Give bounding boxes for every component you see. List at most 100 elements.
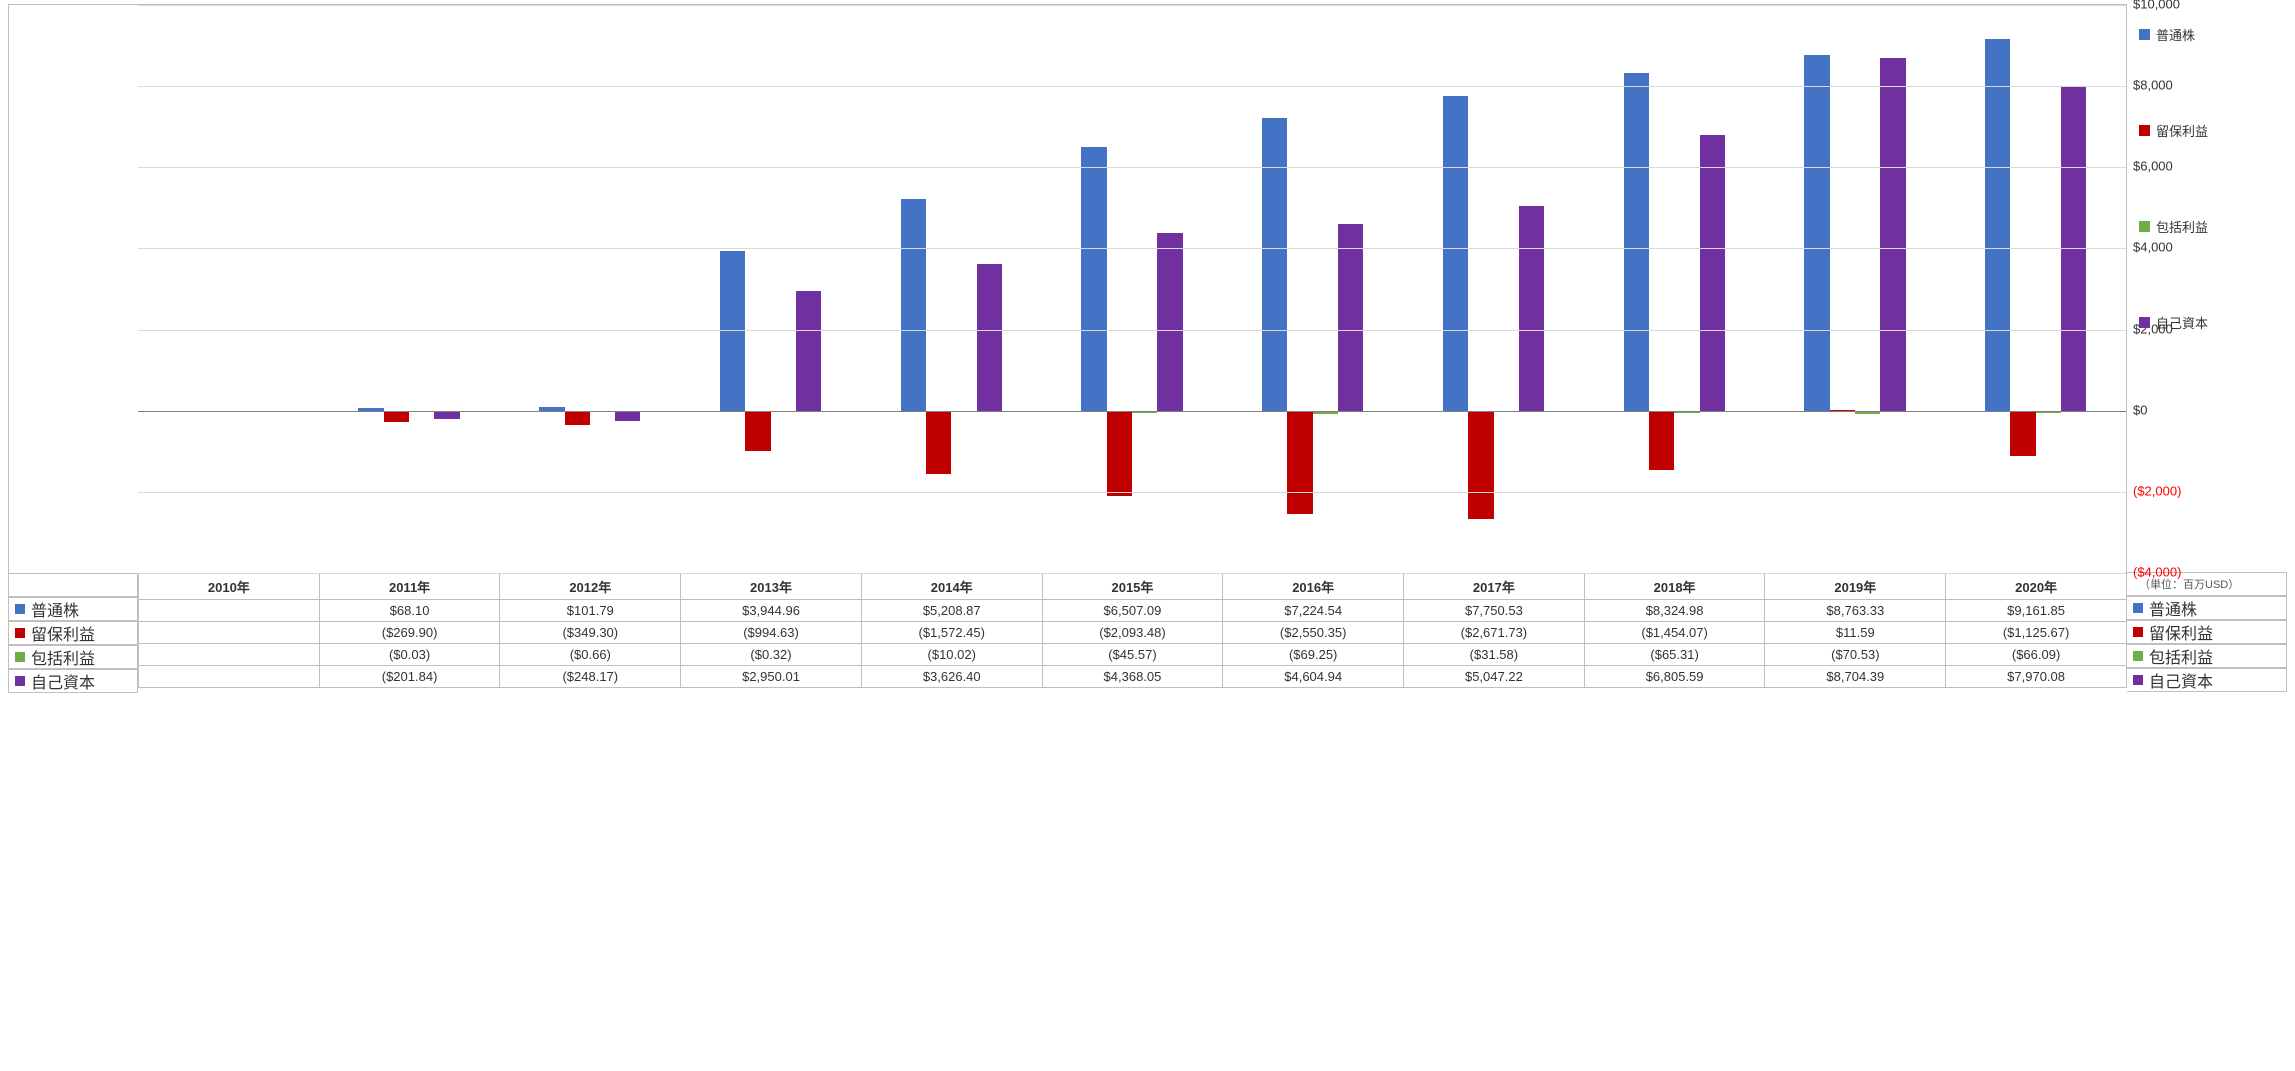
category-header-cell: 2011年 [319,574,500,600]
y-tick-label: $0 [2133,402,2147,417]
category-header-cell: 2014年 [861,574,1042,600]
bar [615,411,640,421]
y-tick-label: $6,000 [2133,159,2173,174]
table-cell: ($65.31) [1584,644,1765,666]
row-header: 留保利益 [8,621,138,645]
table-cell: $7,970.08 [1946,666,2127,688]
legend-swatch-icon [2139,317,2150,328]
table-cell: ($2,550.35) [1223,622,1404,644]
series-swatch-icon [2133,651,2143,661]
bar [796,291,821,411]
category-header-row: 2010年2011年2012年2013年2014年2015年2016年2017年… [139,574,2127,600]
table-cell: ($45.57) [1042,644,1223,666]
bar [1880,58,1905,411]
table-cell: $5,047.22 [1404,666,1585,688]
row-header-label: 自己資本 [31,669,95,693]
table-cell [139,666,320,688]
table-cell: $8,324.98 [1584,600,1765,622]
bar [1700,135,1725,411]
bar [1624,73,1649,411]
table-cell [139,622,320,644]
y-tick-label: $4,000 [2133,240,2173,255]
table-cell: ($10.02) [861,644,1042,666]
series-swatch-icon [2133,627,2143,637]
table-cell: $9,161.85 [1946,600,2127,622]
table-cell: ($2,093.48) [1042,622,1223,644]
table-cell: $11.59 [1765,622,1946,644]
series-swatch-icon [2133,675,2143,685]
table-corner-cell [8,573,138,597]
y-axis: $10,000$8,000$6,000$4,000$2,000$0($2,000… [2127,4,2287,572]
table-cell: ($201.84) [319,666,500,688]
table-cell: $4,368.05 [1042,666,1223,688]
bar [2010,411,2035,457]
category-slot [319,5,500,573]
row-legend-label: 自己資本 [2149,668,2213,692]
bar [1985,39,2010,411]
bar [1649,411,1674,470]
row-header: 自己資本 [8,669,138,693]
table-cell: $2,950.01 [681,666,862,688]
bar [1157,233,1182,410]
table-cell: ($994.63) [681,622,862,644]
chart-container: 普通株留保利益包括利益自己資本 2010年2011年2012年2013年2014… [0,0,2295,701]
row-legend: 自己資本 [2127,668,2287,692]
table-cell: ($2,671.73) [1404,622,1585,644]
y-tick-label: ($2,000) [2133,483,2181,498]
category-slot [1765,5,1946,573]
table-cell: $4,604.94 [1223,666,1404,688]
table-cell [139,644,320,666]
table-cell [139,600,320,622]
bar [1287,411,1312,514]
row-header-label: 普通株 [31,597,79,621]
category-header-cell: 2019年 [1765,574,1946,600]
table-cell: ($1,125.67) [1946,622,2127,644]
table-cell: ($0.66) [500,644,681,666]
bar [1804,55,1829,411]
series-swatch-icon [2133,603,2143,613]
row-header-label: 包括利益 [31,645,95,669]
legend-label: 自己資本 [2156,313,2208,332]
legend-swatch-icon [2139,125,2150,136]
table-row: ($0.03)($0.66)($0.32)($10.02)($45.57) ($6… [139,644,2127,666]
row-legend-label: 普通株 [2149,596,2197,620]
bar [1081,147,1106,411]
gridline [138,5,2126,6]
legend-entry: 留保利益 [2139,121,2208,140]
table-row: ($201.84)($248.17)$2,950.01$3,626.40$4,3… [139,666,2127,688]
table-row: ($269.90)($349.30)($994.63)($1,572.45)($… [139,622,2127,644]
gridline [138,248,2126,249]
category-header-cell: 2015年 [1042,574,1223,600]
gridline [138,330,2126,331]
category-slot [680,5,861,573]
row-header-label: 留保利益 [31,621,95,645]
bar [1107,411,1132,496]
series-swatch-icon [15,652,25,662]
table-cell: $8,704.39 [1765,666,1946,688]
category-header-cell: 2020年 [1946,574,2127,600]
category-header-cell: 2012年 [500,574,681,600]
row-legend: 普通株 [2127,596,2287,620]
row-header: 普通株 [8,597,138,621]
table-cell: ($0.32) [681,644,862,666]
table-cell: ($0.03) [319,644,500,666]
table-cell: $5,208.87 [861,600,1042,622]
table-cell: $6,507.09 [1042,600,1223,622]
category-slot [138,5,319,573]
zero-gridline [138,411,2126,412]
table-cell: ($66.09) [1946,644,2127,666]
right-axis-legend-column: $10,000$8,000$6,000$4,000$2,000$0($2,000… [2127,4,2287,693]
bar [565,411,590,425]
legend-label: 普通株 [2156,25,2195,44]
table-row: $68.10$101.79$3,944.96$5,208.87$6,507.09… [139,600,2127,622]
gridline [138,573,2126,574]
table-cell: $3,626.40 [861,666,1042,688]
gridline [138,492,2126,493]
bar [1443,96,1468,410]
bar [720,251,745,411]
category-slot [1945,5,2126,573]
category-header-cell: 2017年 [1404,574,1585,600]
series-swatch-icon [15,628,25,638]
category-header-cell: 2016年 [1223,574,1404,600]
bar [1262,118,1287,411]
